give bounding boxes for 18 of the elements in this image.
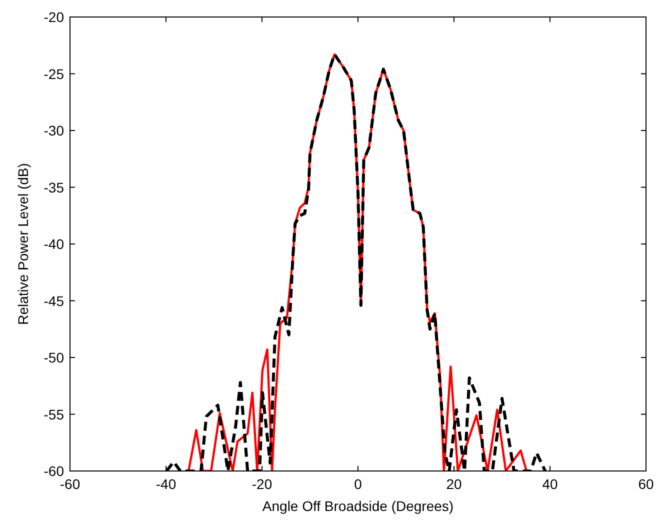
- y-tick-label: -25: [44, 66, 64, 82]
- y-tick-label: -55: [44, 406, 64, 422]
- y-tick-label: -20: [44, 9, 64, 25]
- x-tick-label: -20: [252, 476, 272, 492]
- y-tick-label: -60: [44, 463, 64, 479]
- y-tick-label: -30: [44, 122, 64, 138]
- x-tick-label: 20: [446, 476, 462, 492]
- x-tick-label: -60: [60, 476, 80, 492]
- x-tick-label: 60: [638, 476, 654, 492]
- y-tick-label: -35: [44, 179, 64, 196]
- y-axis-title: Relative Power Level (dB): [15, 163, 31, 325]
- y-tick-label: -40: [44, 236, 64, 252]
- y-tick-label: -45: [44, 292, 64, 309]
- y-tick-label: -50: [44, 350, 64, 366]
- x-tick-label: 40: [542, 476, 558, 492]
- x-axis-title: Angle Off Broadside (Degrees): [262, 498, 454, 514]
- x-tick-label: -40: [156, 476, 176, 492]
- x-tick-label: 0: [354, 476, 362, 492]
